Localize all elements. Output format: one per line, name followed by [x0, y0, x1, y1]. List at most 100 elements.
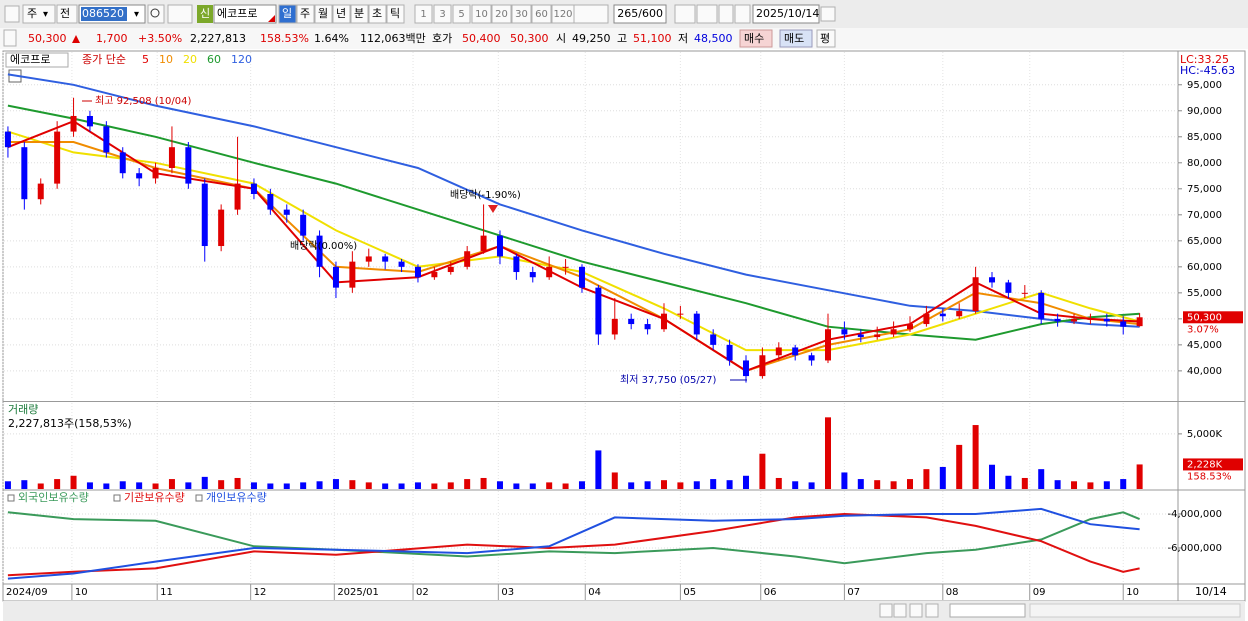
volume-bar: [824, 417, 831, 489]
candle-body: [1087, 318, 1094, 320]
volume-bar: [37, 483, 44, 489]
volume-title: 거래량: [8, 403, 38, 416]
candle-body: [119, 152, 126, 174]
market-select[interactable]: [22, 4, 56, 24]
low-label: 저: [678, 32, 688, 45]
candle-body: [693, 313, 700, 335]
candle-body: [710, 334, 717, 345]
save-button[interactable]: [718, 4, 734, 24]
volume-bar: [267, 483, 274, 489]
prev-button[interactable]: [56, 4, 78, 24]
calendar-button[interactable]: [820, 6, 836, 22]
volume-bar: [972, 425, 979, 489]
candle-body: [726, 344, 733, 361]
open-label: 시: [556, 32, 566, 45]
legend-entry: 개인보유수량: [206, 491, 267, 504]
moving-average: [7, 104, 1140, 341]
search-button[interactable]: [147, 4, 165, 24]
settings-button[interactable]: [734, 4, 751, 24]
count-button[interactable]: [511, 4, 532, 24]
ask: 50,400: [462, 32, 501, 45]
period-button[interactable]: [386, 4, 405, 24]
count-button[interactable]: [452, 4, 471, 24]
zoom-slider[interactable]: [949, 603, 1026, 618]
candle-body: [152, 168, 159, 179]
scroll-button[interactable]: [909, 603, 923, 618]
volume-bar: [956, 444, 963, 489]
annotation: 최저 37,750 (05/27): [620, 374, 716, 386]
count-button[interactable]: [551, 4, 575, 24]
sell-button[interactable]: [779, 29, 813, 48]
count: 3: [439, 9, 445, 20]
last-price-box: [1183, 311, 1243, 324]
avg-button[interactable]: [816, 29, 836, 48]
volume-bar: [1054, 480, 1061, 489]
x-tick-label: 11: [160, 587, 173, 598]
volume-bar: [989, 464, 996, 489]
candle-body: [447, 266, 454, 273]
volume-bar: [382, 483, 389, 489]
x-tick-label: 10: [75, 587, 88, 598]
volume-bar: [578, 481, 585, 489]
count-button[interactable]: [414, 4, 433, 24]
market: 주: [27, 7, 37, 20]
x-tick-label: 06: [764, 587, 777, 598]
candle-body: [365, 256, 372, 262]
volume-bar: [168, 479, 175, 489]
period-button[interactable]: [296, 4, 315, 24]
volume-bar: [742, 475, 749, 489]
y-tick-label: 40,000: [1187, 366, 1222, 377]
quote-toggle[interactable]: [3, 29, 17, 47]
scroll-button[interactable]: [893, 603, 907, 618]
volume-bar: [628, 482, 635, 489]
candle-body: [595, 287, 602, 335]
volume-bar: [447, 482, 454, 489]
buy-button[interactable]: [739, 29, 773, 48]
count-button[interactable]: [471, 4, 492, 24]
count-button[interactable]: [531, 4, 552, 24]
count-select[interactable]: [569, 4, 609, 24]
candle-body: [890, 329, 897, 335]
volume-bar: [1136, 464, 1143, 489]
volume-bar: [546, 482, 553, 489]
candle-body: [1136, 317, 1143, 327]
change: 1,700: [96, 32, 128, 45]
date-box[interactable]: [752, 4, 820, 24]
candle-body: [316, 235, 323, 267]
count-button[interactable]: [433, 4, 452, 24]
legend-entry: 120: [231, 53, 252, 66]
period-button[interactable]: [332, 4, 351, 24]
range-box: [613, 4, 667, 24]
tool-button[interactable]: [674, 4, 696, 24]
y-tick-label: 5,000K: [1187, 429, 1223, 440]
candle-body: [956, 311, 963, 317]
candle-body: [250, 183, 257, 195]
moving-average: [7, 130, 1140, 352]
count-button[interactable]: [491, 4, 512, 24]
candle-body: [283, 209, 290, 215]
hc: HC:-45.63: [1180, 64, 1235, 77]
avg: 평: [820, 32, 830, 45]
period-button[interactable]: [278, 4, 297, 24]
candle-body: [1103, 318, 1110, 322]
volume-bar: [710, 479, 717, 489]
volume-bar: [1071, 481, 1078, 489]
sound-button[interactable]: [167, 4, 193, 24]
period-button[interactable]: [350, 4, 369, 24]
candle-body: [628, 318, 635, 325]
candle-body: [496, 235, 503, 257]
candle-body: [742, 360, 749, 377]
period-button[interactable]: [314, 4, 333, 24]
volume-bar: [693, 481, 700, 489]
tool-button[interactable]: [696, 4, 718, 24]
candle-body: [644, 324, 651, 330]
volume-bar: [283, 483, 290, 489]
layout-button[interactable]: [4, 5, 20, 23]
x-tick-label: 2025/01: [337, 587, 379, 598]
period-button[interactable]: [368, 4, 387, 24]
scroll-button[interactable]: [925, 603, 939, 618]
candle-body: [972, 277, 979, 312]
volume-bar: [21, 480, 28, 489]
scroll-button[interactable]: [879, 603, 893, 618]
tool-strip[interactable]: [1029, 603, 1241, 618]
